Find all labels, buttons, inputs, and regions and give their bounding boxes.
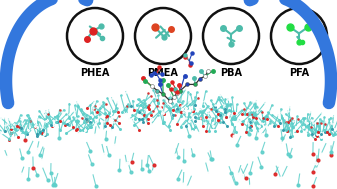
Text: PMEA: PMEA [148,68,178,78]
Circle shape [67,8,123,64]
Text: PBA: PBA [220,68,242,78]
Circle shape [271,8,327,64]
Text: PHEA: PHEA [80,68,110,78]
Circle shape [203,8,259,64]
Text: PFA: PFA [289,68,309,78]
Circle shape [135,8,191,64]
